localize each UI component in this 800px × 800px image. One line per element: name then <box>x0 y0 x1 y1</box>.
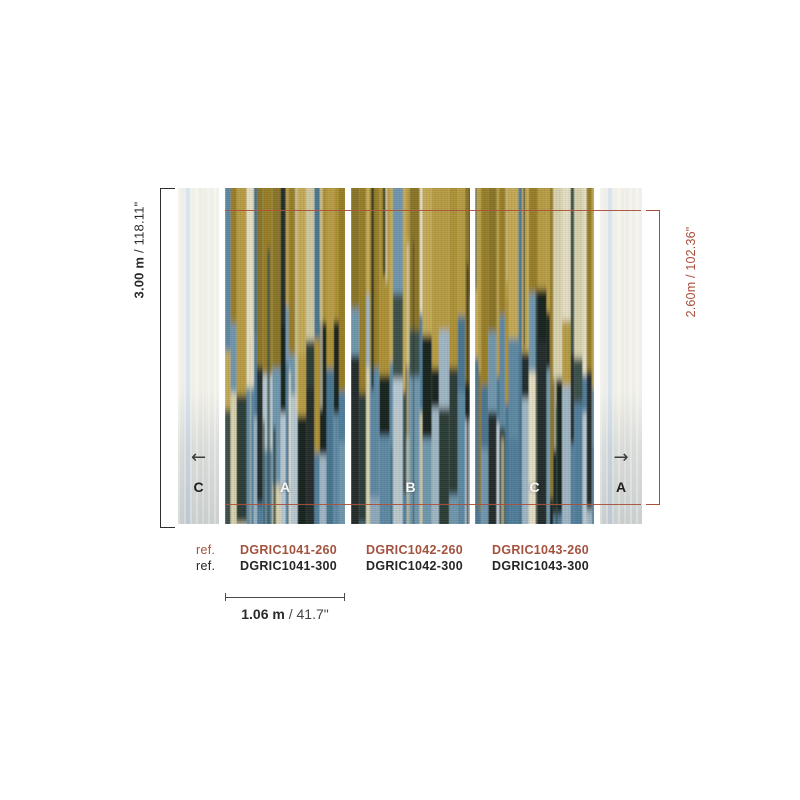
height-bracket-line <box>160 188 161 528</box>
width-metric: 1.06 m <box>241 606 285 622</box>
crop-bracket-tick-bottom <box>646 504 660 505</box>
panel-edge-right-letter: A <box>615 479 627 495</box>
panel-b-artwork <box>351 188 470 524</box>
arrow-right-icon: → <box>613 447 629 468</box>
height-imperial: / 118.11" <box>131 201 147 253</box>
panel-a-artwork <box>225 188 345 524</box>
ref-code-1042-300: DGRIC1042-300 <box>366 559 464 573</box>
crop-line-top <box>225 210 641 211</box>
crop-bracket-line <box>659 210 660 505</box>
panel-edge-left-letter: C <box>193 479 204 495</box>
ref-code-1041-260: DGRIC1041-260 <box>240 543 338 557</box>
panel-edge-right: → A <box>600 188 642 524</box>
width-dimension-tick-left <box>225 593 226 601</box>
panel-c: C <box>475 188 594 524</box>
arrow-left-icon: ← <box>190 447 207 468</box>
panel-a: A <box>225 188 345 524</box>
panel-b: B <box>351 188 470 524</box>
panel-c-letter: C <box>529 479 540 495</box>
ref-code-1043-260: DGRIC1043-260 <box>492 543 590 557</box>
height-bracket-tick-top <box>160 188 175 189</box>
panel-edge-left: ← C <box>178 188 219 524</box>
height-metric: 3.00 m <box>131 256 147 299</box>
height-bracket-tick-bottom <box>160 527 175 528</box>
wallpaper-mural: ← C A B C → A <box>178 188 642 524</box>
ref-code-1041-300: DGRIC1041-300 <box>240 559 338 573</box>
width-dimension-tick-right <box>344 593 345 601</box>
width-dimension-label: 1.06 m / 41.7" <box>225 606 345 622</box>
ref-label-300: ref. <box>196 559 216 573</box>
crop-bracket-tick-top <box>646 210 660 211</box>
ref-label-260: ref. <box>196 543 216 557</box>
panel-c-artwork <box>475 188 594 524</box>
panel-b-letter: B <box>405 479 416 495</box>
ref-code-1042-260: DGRIC1042-260 <box>366 543 464 557</box>
ref-code-1043-300: DGRIC1043-300 <box>492 559 590 573</box>
panel-a-letter: A <box>279 479 291 495</box>
crop-line-bottom <box>225 504 641 505</box>
width-dimension-line <box>225 597 345 598</box>
width-imperial: / 41.7" <box>288 606 329 622</box>
